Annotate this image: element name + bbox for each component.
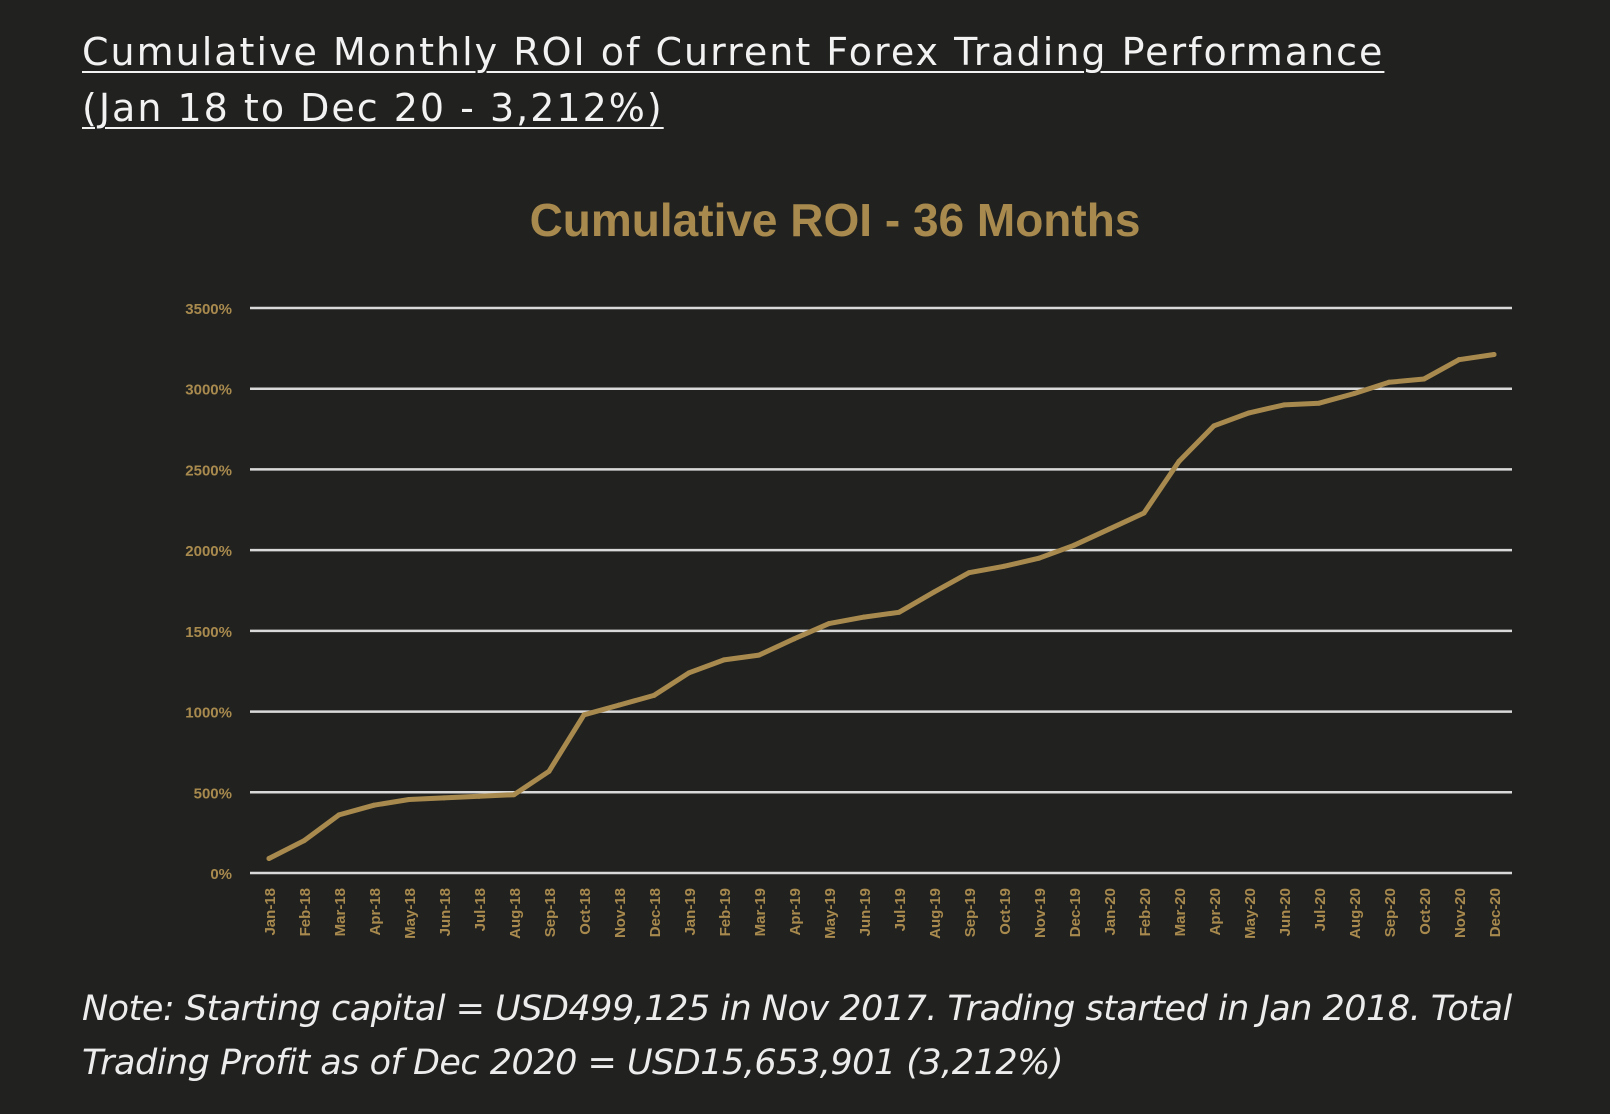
data-point (896, 609, 902, 615)
x-tick-label: Dec-19 (1067, 888, 1084, 937)
data-point (1246, 410, 1252, 416)
data-point (721, 657, 727, 663)
data-point (1421, 376, 1427, 382)
x-tick-label: Sep-20 (1382, 888, 1399, 937)
x-tick-label: Oct-19 (997, 888, 1014, 935)
heading-line-1: Cumulative Monthly ROI of Current Forex … (82, 30, 1385, 74)
x-tick-label: Jun-18 (437, 888, 454, 936)
x-tick-label: Aug-20 (1347, 888, 1364, 939)
x-tick-label: Dec-20 (1487, 888, 1504, 937)
y-tick-label: 2000% (185, 543, 232, 560)
x-tick-label: Feb-18 (297, 888, 314, 936)
x-tick-label: Aug-18 (507, 888, 524, 939)
roi-chart: Cumulative ROI - 36 Months 0% 500% 1000% 15… (0, 180, 1610, 970)
chart-title: Cumulative ROI - 36 Months (530, 194, 1141, 246)
x-tick-label: Nov-20 (1452, 888, 1469, 938)
footnote: Note: Starting capital = USD499,125 in N… (82, 982, 1582, 1090)
data-point (406, 797, 412, 803)
y-tick-label: 500% (194, 785, 232, 802)
x-tick-label: Jul-19 (892, 888, 909, 931)
x-tick-label: Mar-20 (1172, 888, 1189, 936)
footnote-line-2: Trading Profit as of Dec 2020 = USD15,65… (82, 1043, 1064, 1083)
data-point (966, 570, 972, 576)
grid-layer (250, 306, 1512, 875)
data-point (1386, 379, 1392, 385)
data-point (791, 636, 797, 642)
data-point (1141, 510, 1147, 516)
y-tick-label: 0% (210, 866, 232, 883)
data-point (826, 621, 832, 627)
x-tick-label: Jan-20 (1102, 888, 1119, 936)
y-tick-label: 1000% (185, 705, 232, 722)
x-tick-label: Feb-20 (1137, 888, 1154, 936)
data-point (756, 652, 762, 658)
data-point (546, 768, 552, 774)
data-point (1351, 391, 1357, 397)
y-tick-label: 2500% (185, 462, 232, 479)
data-point (931, 589, 937, 595)
x-tick-label: Jul-18 (472, 888, 489, 931)
data-point (1036, 555, 1042, 561)
x-tick-label: Jan-18 (262, 888, 279, 936)
x-tick-label: Apr-20 (1207, 888, 1224, 936)
x-tick-label: Feb-19 (717, 888, 734, 936)
data-point (651, 692, 657, 698)
data-point (1176, 458, 1182, 464)
series-layer (266, 351, 1497, 861)
y-tick-label: 3000% (185, 382, 232, 399)
x-tick-labels: Jan-18 Feb-18 Mar-18 Apr-18 May-18 Jun-18 Jul-… (262, 888, 1504, 939)
x-tick-label: May-18 (402, 888, 419, 939)
data-point (301, 838, 307, 844)
footnote-line-1: Note: Starting capital = USD499,125 in N… (82, 989, 1512, 1029)
data-point (476, 793, 482, 799)
x-tick-label: Dec-18 (647, 888, 664, 937)
data-point (581, 712, 587, 718)
x-tick-label: Jan-19 (682, 888, 699, 936)
x-tick-label: Jun-19 (857, 888, 874, 936)
data-point (336, 812, 342, 818)
x-tick-label: Aug-19 (927, 888, 944, 939)
x-tick-label: Apr-19 (787, 888, 804, 936)
x-tick-label: Sep-19 (962, 888, 979, 937)
y-tick-labels: 0% 500% 1000% 1500% 2000% 2500% 3000% 3500% (185, 301, 232, 883)
data-point (1071, 542, 1077, 548)
x-tick-label: Jul-20 (1312, 888, 1329, 931)
data-point (1316, 400, 1322, 406)
x-tick-label: Oct-20 (1417, 888, 1434, 935)
x-tick-label: Jun-20 (1277, 888, 1294, 936)
data-point (1001, 563, 1007, 569)
x-tick-label: Mar-19 (752, 888, 769, 936)
data-point (616, 702, 622, 708)
data-point (371, 802, 377, 808)
data-point (1456, 357, 1462, 363)
x-tick-label: Nov-18 (612, 888, 629, 938)
data-point (511, 792, 517, 798)
x-tick-label: Sep-18 (542, 888, 559, 937)
data-point (1491, 351, 1497, 357)
x-tick-label: Nov-19 (1032, 888, 1049, 938)
y-tick-label: 1500% (185, 624, 232, 641)
data-point (266, 855, 272, 861)
y-tick-label: 3500% (185, 301, 232, 318)
series-line-cumulative-roi (266, 352, 1497, 861)
data-point (861, 614, 867, 620)
x-tick-label: May-20 (1242, 888, 1259, 939)
roi-chart-svg: Cumulative ROI - 36 Months 0% 500% 1000% 15… (185, 194, 1512, 939)
x-tick-label: Apr-18 (367, 888, 384, 936)
data-point (1281, 402, 1287, 408)
heading-line-2: (Jan 18 to Dec 20 - 3,212%) (82, 86, 664, 130)
page-heading: Cumulative Monthly ROI of Current Forex … (82, 24, 1562, 136)
data-point (686, 670, 692, 676)
x-tick-label: Oct-18 (577, 888, 594, 935)
data-point (1211, 423, 1217, 429)
data-point (1106, 526, 1112, 532)
x-tick-label: May-19 (822, 888, 839, 939)
x-tick-label: Mar-18 (332, 888, 349, 936)
data-point (441, 795, 447, 801)
